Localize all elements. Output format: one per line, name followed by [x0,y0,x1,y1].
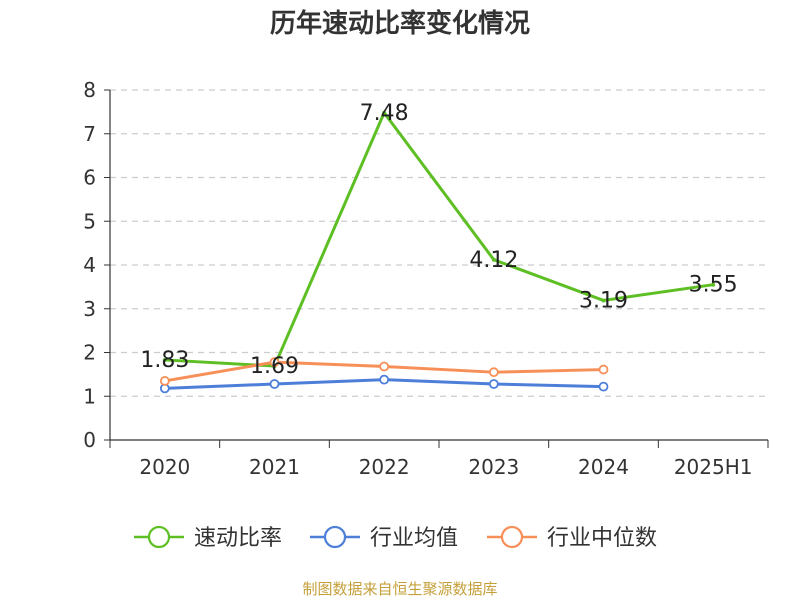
legend-marker [500,525,524,549]
y-tick-label: 4 [83,253,96,277]
series-3-point [488,367,499,378]
series-1-point [601,298,606,303]
y-tick-label: 5 [83,209,96,233]
chart-title: 历年速动比率变化情况 [269,9,530,39]
legend-item-2: 行业均值 [310,525,458,551]
legend-label: 速动比率 [194,526,282,551]
series-3-point [159,376,170,386]
source-note: 制图数据来自恒生聚源数据库 [302,580,498,598]
series-1-point [382,110,387,115]
legend-label: 行业中位数 [547,526,657,551]
series-3-point [598,364,609,375]
series-line-1 [163,111,715,368]
legend-marker [323,525,347,549]
data-label: 4.12 [469,248,518,273]
data-label: 3.19 [579,288,628,313]
data-label: 3.55 [689,273,738,298]
x-tick-label: 2020 [139,455,190,479]
data-label: 1.69 [250,354,299,379]
y-tick-label: 1 [83,384,96,408]
y-tick-label: 7 [83,122,96,146]
y-tick-label: 2 [83,341,96,365]
x-tick-label: 2024 [578,455,629,479]
series-2-point [379,374,390,385]
data-label: 1.83 [140,348,189,373]
data-label: 7.48 [360,101,409,126]
legend-item-3: 行业中位数 [487,525,657,551]
series-2-point [598,381,609,392]
legend-item-1: 速动比率 [134,525,282,551]
series-2-point [269,379,280,389]
legend-marker [147,525,171,549]
x-tick-label: 2023 [468,455,519,479]
y-tick-label: 0 [83,428,96,452]
x-tick-label: 2022 [359,455,410,479]
series-1-point [162,357,167,362]
y-tick-label: 3 [83,297,96,321]
y-tick-label: 6 [83,166,96,190]
series-3-point [379,361,390,372]
x-tick-label: 2021 [249,455,300,479]
series-1-point [711,282,716,287]
series-3-point [269,357,280,368]
series-2-point [488,379,499,389]
series-1-point [491,257,496,262]
x-tick-label: 2025H1 [674,455,753,479]
legend-label: 行业均值 [370,526,458,551]
y-tick-label: 8 [83,78,96,102]
